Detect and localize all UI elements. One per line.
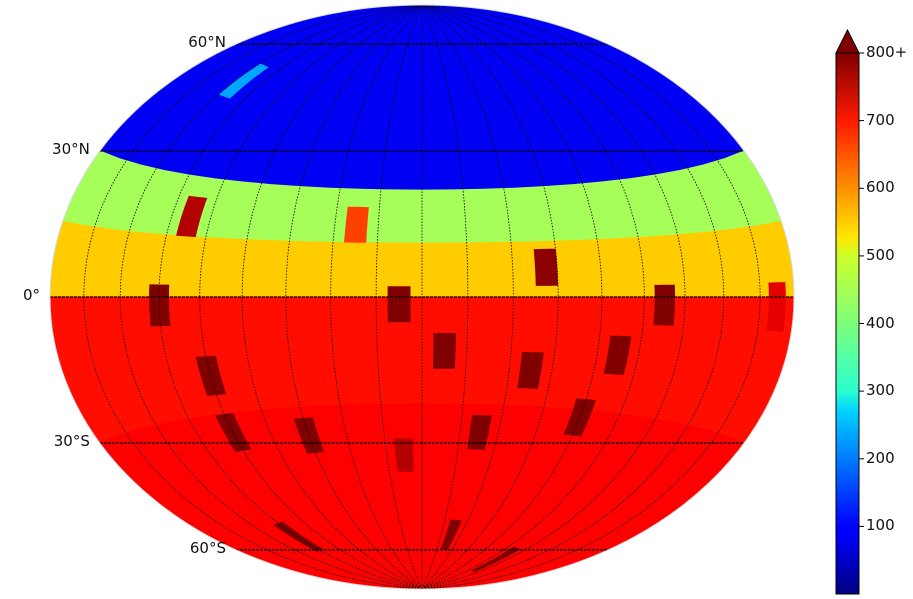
data-cell	[218, 63, 269, 99]
data-cell	[470, 546, 521, 572]
data-cell	[563, 398, 596, 437]
data-cell	[387, 286, 411, 323]
colorbar-tick-label: 400	[866, 313, 895, 332]
parallel-label: 30°S	[53, 432, 90, 450]
meridian-line	[83, 4, 423, 590]
data-cell	[766, 282, 786, 332]
meridian-line	[199, 4, 423, 590]
data-cell	[517, 351, 544, 389]
latitude-bands	[50, 5, 794, 589]
colorbar-tick-label: 600	[866, 178, 895, 197]
data-cell	[344, 206, 369, 243]
colorbar-tick-label: 200	[866, 448, 895, 467]
meridian-line	[421, 4, 514, 590]
colorbar-tick-label: 800+	[866, 43, 908, 61]
data-cell	[149, 284, 171, 327]
globe-outline	[49, 4, 795, 590]
colorbar	[835, 28, 864, 595]
meridian-line	[421, 4, 686, 590]
highlight-cells	[149, 63, 786, 572]
colorbar-tick-label: 300	[866, 381, 895, 400]
parallel-label: 60°S	[189, 538, 226, 557]
colorbar-tick-label: 500	[866, 245, 895, 264]
meridian-line	[421, 4, 761, 590]
data-cell	[603, 335, 632, 376]
parallel-label: 30°N	[52, 140, 90, 158]
data-cell	[467, 414, 492, 450]
meridian-line	[158, 4, 423, 590]
meridian-line	[421, 4, 725, 590]
data-cell	[215, 413, 252, 452]
data-cell	[293, 417, 325, 454]
data-cell	[273, 521, 324, 552]
globe	[50, 5, 794, 589]
data-cell	[176, 195, 208, 237]
colorbar-tick-label: 100	[866, 516, 895, 535]
graticule	[50, 4, 794, 590]
meridian-line	[119, 4, 423, 590]
meridian-line	[421, 4, 645, 590]
data-cell	[440, 519, 462, 550]
colorbar-tick-marks	[859, 52, 864, 527]
colorbar-extend-arrow	[835, 28, 860, 54]
colorbar-tick-label: 700	[866, 110, 895, 129]
colorbar-ramp	[835, 52, 860, 595]
data-cell	[653, 284, 675, 326]
parallel-label: 0°	[22, 286, 40, 304]
data-cell	[433, 333, 456, 369]
parallel-label: 60°N	[188, 33, 226, 52]
data-cell	[394, 438, 414, 472]
data-cell	[533, 248, 558, 286]
